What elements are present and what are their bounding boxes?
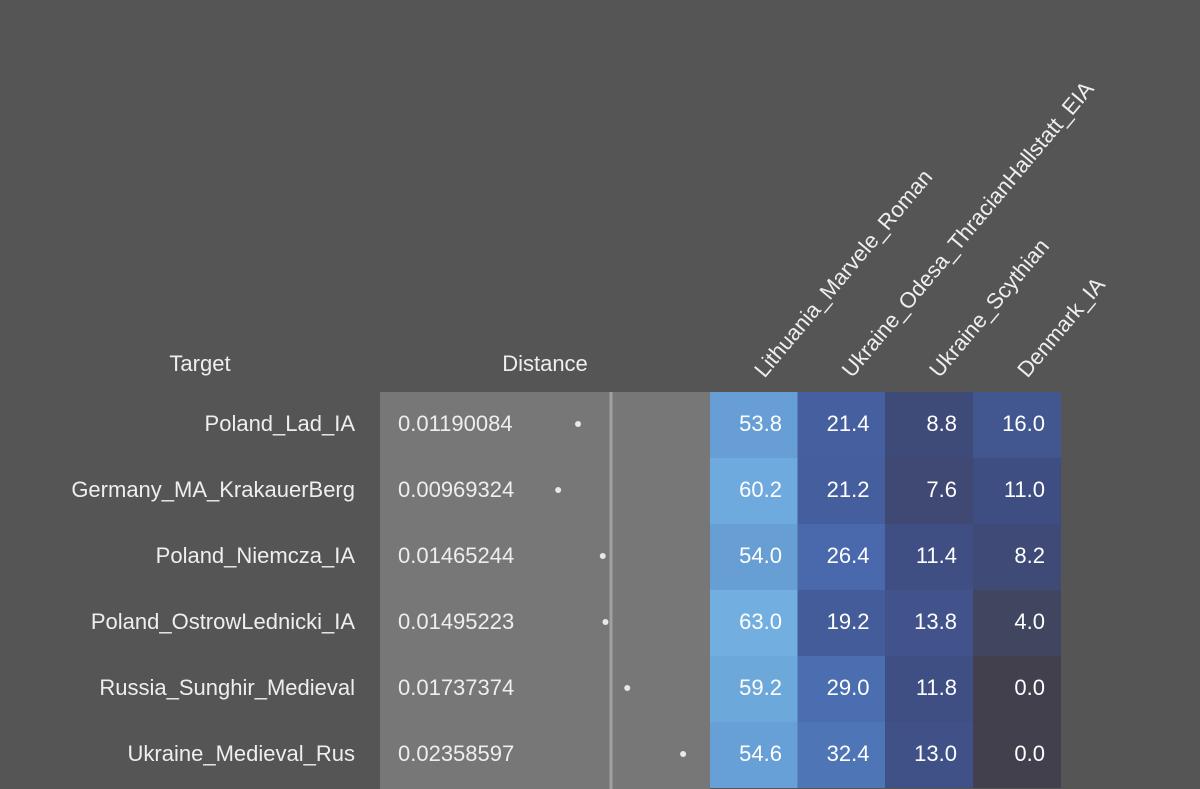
heat-cell (797, 656, 886, 722)
heat-cell (797, 590, 886, 656)
heat-cell (885, 392, 973, 458)
cell-value: 11.0 (1004, 477, 1045, 502)
cell-value: 54.0 (739, 543, 782, 568)
target-header: Target (169, 351, 230, 376)
cell-value: 11.4 (916, 543, 957, 568)
cell-value: 13.0 (914, 741, 957, 766)
distance-value: 0.01495223 (398, 609, 514, 634)
cell-value: 4.0 (1014, 609, 1045, 634)
heat-cell (885, 722, 973, 788)
distance-value: 0.01465244 (398, 543, 514, 568)
heat-cell (885, 656, 973, 722)
distance-value: 0.00969324 (398, 477, 514, 502)
cell-value: 0.0 (1014, 675, 1045, 700)
cell-value: 63.0 (739, 609, 782, 634)
heat-cell (973, 458, 1061, 524)
distance-dot (575, 421, 582, 427)
heat-cell (885, 524, 973, 590)
cell-value: 19.2 (827, 609, 870, 634)
cell-value: 8.2 (1014, 543, 1045, 568)
heat-cell (710, 722, 798, 788)
heat-cell (973, 656, 1061, 722)
heat-cell (710, 458, 798, 524)
heat-cell (797, 392, 886, 458)
distance-value: 0.01190084 (398, 411, 513, 436)
cell-value: 60.2 (739, 477, 782, 502)
distance-dot (555, 487, 562, 493)
cell-value: 13.8 (914, 609, 957, 634)
heat-cell (710, 656, 798, 722)
cell-value: 21.2 (827, 477, 870, 502)
heat-cell (973, 722, 1061, 788)
distance-header: Distance (502, 351, 588, 376)
distance-value: 0.02358597 (398, 741, 514, 766)
heat-cell (797, 722, 886, 788)
distance-panel (380, 392, 710, 789)
target-name: Poland_OstrowLednicki_IA (91, 609, 355, 634)
cell-value: 29.0 (827, 675, 870, 700)
target-name: Russia_Sunghir_Medieval (99, 675, 355, 700)
target-name: Poland_Niemcza_IA (156, 543, 356, 568)
cell-value: 54.6 (739, 741, 782, 766)
cell-value: 26.4 (827, 543, 870, 568)
cell-value: 16.0 (1002, 411, 1045, 436)
target-name: Poland_Lad_IA (205, 411, 356, 436)
heat-cell (885, 590, 973, 656)
heat-cell (710, 524, 798, 590)
heat-cell (797, 458, 886, 524)
cell-value: 21.4 (827, 411, 870, 436)
distance-dot (680, 751, 687, 757)
cell-value: 7.6 (926, 477, 957, 502)
cell-value: 0.0 (1014, 741, 1045, 766)
target-name: Ukraine_Medieval_Rus (128, 741, 355, 766)
cell-value: 32.4 (827, 741, 870, 766)
heat-cell (710, 392, 798, 458)
heat-cell (710, 590, 798, 656)
target-name: Germany_MA_KrakauerBerg (71, 477, 355, 502)
distance-dot (602, 619, 609, 625)
distance-dot (599, 553, 606, 559)
cell-value: 11.8 (916, 675, 957, 700)
cell-value: 59.2 (739, 675, 782, 700)
heat-cell (797, 524, 886, 590)
heat-cell (885, 458, 973, 524)
heat-cell (973, 524, 1061, 590)
heat-cell (973, 392, 1061, 458)
cell-value: 53.8 (739, 411, 782, 436)
distance-dot (624, 685, 631, 691)
cell-value: 8.8 (926, 411, 957, 436)
heat-cell (973, 590, 1061, 656)
distance-value: 0.01737374 (398, 675, 514, 700)
